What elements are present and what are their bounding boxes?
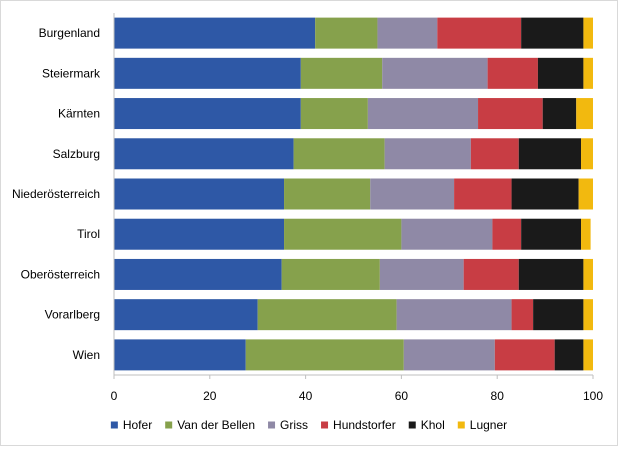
bar-salzburg-lugner [581, 138, 593, 170]
legend-swatch [457, 421, 465, 429]
bar-tirol-lugner [581, 218, 591, 250]
category-label: Vorarlberg [45, 308, 100, 322]
bar-wien-hofer [114, 339, 246, 371]
category-label: Wien [73, 348, 100, 362]
bar-oberosterreich-hundstorfer [463, 258, 519, 290]
bar-niederosterreich-hofer [114, 178, 285, 210]
bar-oberosterreich-van-der-bellen [281, 258, 380, 290]
category-label: Steiermark [42, 66, 101, 80]
bar-karnten-hundstorfer [478, 98, 543, 130]
bar-salzburg-van-der-bellen [293, 138, 385, 170]
bar-karnten-lugner [576, 98, 593, 130]
bar-salzburg-hundstorfer [470, 138, 519, 170]
bar-oberosterreich-khol [518, 258, 584, 290]
bar-vorarlberg-khol [533, 299, 584, 331]
bar-niederosterreich-van-der-bellen [284, 178, 371, 210]
legend-item-hundstorfer: Hundstorfer [321, 418, 396, 432]
bar-burgenland-hundstorfer [437, 17, 522, 49]
bar-wien-lugner [583, 339, 593, 371]
bar-vorarlberg-hofer [114, 299, 258, 331]
bar-vorarlberg-griss [396, 299, 512, 331]
bar-salzburg-khol [518, 138, 582, 170]
x-tick-label: 20 [203, 389, 217, 403]
category-label: Burgenland [39, 26, 100, 40]
bar-karnten-van-der-bellen [300, 98, 368, 130]
category-label: Niederösterreich [12, 187, 100, 201]
x-tick-label: 0 [111, 389, 118, 403]
legend-label: Van der Bellen [177, 418, 255, 432]
bar-oberosterreich-hofer [114, 258, 282, 290]
bar-oberosterreich-griss [379, 258, 464, 290]
bar-salzburg-griss [384, 138, 471, 170]
legend-item-van-der-bellen: Van der Bellen [165, 418, 255, 432]
bar-karnten-griss [367, 98, 479, 130]
x-tick-label: 40 [299, 389, 313, 403]
bar-burgenland-griss [377, 17, 438, 49]
bar-steiermark-lugner [583, 57, 593, 89]
legend-item-hofer: Hofer [110, 418, 152, 432]
legend-label: Griss [280, 418, 308, 432]
category-label: Tirol [77, 227, 100, 241]
bar-tirol-van-der-bellen [284, 218, 402, 250]
bar-vorarlberg-van-der-bellen [257, 299, 397, 331]
bar-wien-griss [403, 339, 495, 371]
legend-item-lugner: Lugner [457, 418, 507, 432]
x-tick-label: 100 [583, 389, 603, 403]
bar-steiermark-khol [537, 57, 584, 89]
legend-label: Lugner [470, 418, 507, 432]
category-label: Kärnten [58, 107, 100, 121]
bar-vorarlberg-lugner [583, 299, 593, 331]
bar-karnten-khol [542, 98, 577, 130]
legend-swatch [110, 421, 118, 429]
bar-wien-hundstorfer [494, 339, 555, 371]
bar-steiermark-hundstorfer [487, 57, 538, 89]
bar-wien-khol [554, 339, 584, 371]
bar-tirol-hofer [114, 218, 285, 250]
bar-steiermark-hofer [114, 57, 301, 89]
legend: Hofer Van der Bellen Griss Hundstorfer Khol L… [110, 418, 507, 432]
bar-burgenland-van-der-bellen [315, 17, 378, 49]
bar-tirol-hundstorfer [492, 218, 522, 250]
legend-label: Hundstorfer [333, 418, 396, 432]
bar-vorarlberg-hundstorfer [511, 299, 534, 331]
bar-burgenland-lugner [583, 17, 593, 49]
bar-karnten-hofer [114, 98, 301, 130]
axis-layer: Burgenland Steiermark Kärnten Salzburg Niede… [12, 13, 603, 403]
bar-salzburg-hofer [114, 138, 294, 170]
x-tick-label: 80 [491, 389, 505, 403]
bar-burgenland-hofer [114, 17, 316, 49]
legend-item-khol: Khol [408, 418, 445, 432]
legend-label: Hofer [123, 418, 152, 432]
bar-niederosterreich-khol [511, 178, 579, 210]
bar-niederosterreich-lugner [578, 178, 593, 210]
legend-swatch [268, 421, 276, 429]
bars-layer [114, 17, 593, 371]
legend-swatch [408, 421, 416, 429]
legend-swatch [165, 421, 173, 429]
bar-tirol-khol [521, 218, 582, 250]
category-label: Oberösterreich [21, 267, 100, 281]
bar-tirol-griss [401, 218, 493, 250]
legend-item-griss: Griss [268, 418, 308, 432]
bar-steiermark-van-der-bellen [300, 57, 383, 89]
bar-niederosterreich-hundstorfer [454, 178, 512, 210]
bar-steiermark-griss [382, 57, 488, 89]
bar-niederosterreich-griss [370, 178, 455, 210]
legend-swatch [321, 421, 329, 429]
bar-oberosterreich-lugner [583, 258, 593, 290]
category-label: Salzburg [53, 147, 100, 161]
bar-burgenland-khol [521, 17, 584, 49]
bar-wien-van-der-bellen [245, 339, 404, 371]
legend-label: Khol [421, 418, 445, 432]
x-tick-label: 60 [395, 389, 409, 403]
